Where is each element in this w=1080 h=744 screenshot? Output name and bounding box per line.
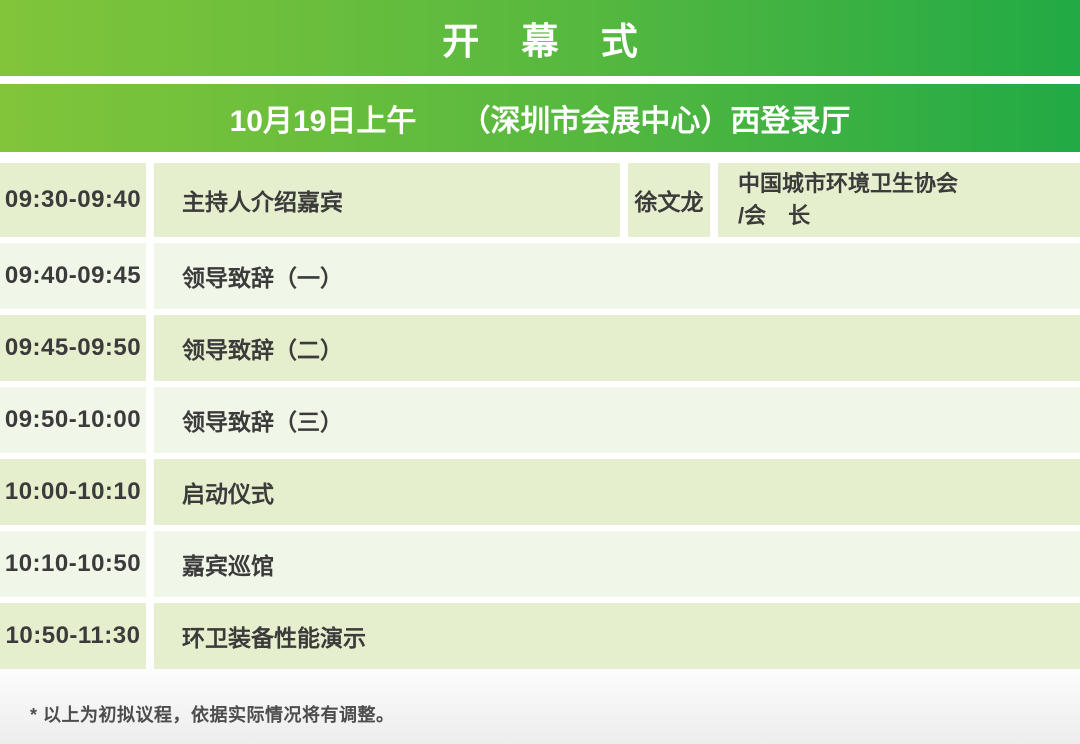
schedule-table: 09:30-09:40 主持人介绍嘉宾 徐文龙 中国城市环境卫生协会 /会 长 … [0, 163, 1080, 669]
event-label: 领导致辞（二） [182, 337, 343, 363]
event-label: 环卫装备性能演示 [182, 625, 366, 651]
time-label: 09:50-10:00 [4, 406, 142, 433]
event-cell: 环卫装备性能演示 [154, 603, 1080, 669]
time-cell: 09:50-10:00 [0, 387, 146, 453]
time-cell: 09:40-09:45 [0, 243, 146, 309]
table-row: 10:00-10:10 启动仪式 [0, 459, 1080, 525]
organization-lines: 中国城市环境卫生协会 /会 长 [738, 168, 958, 232]
time-cell: 09:30-09:40 [0, 163, 146, 237]
event-label: 领导致辞（三） [182, 409, 343, 435]
table-row: 10:10-10:50 嘉宾巡馆 [0, 531, 1080, 597]
time-label: 09:40-09:45 [4, 262, 142, 289]
event-cell: 领导致辞（三） [154, 387, 1080, 453]
table-row: 09:50-10:00 领导致辞（三） [0, 387, 1080, 453]
table-row: 09:30-09:40 主持人介绍嘉宾 徐文龙 中国城市环境卫生协会 /会 长 [0, 163, 1080, 237]
time-label: 10:10-10:50 [4, 550, 142, 577]
event-cell: 领导致辞（二） [154, 315, 1080, 381]
table-row: 10:50-11:30 环卫装备性能演示 [0, 603, 1080, 669]
event-label: 启动仪式 [182, 481, 274, 507]
opening-ceremony-banner: 开 幕 式 [0, 0, 1080, 76]
table-row: 09:45-09:50 领导致辞（二） [0, 315, 1080, 381]
event-cell: 主持人介绍嘉宾 [154, 163, 620, 237]
time-label: 10:50-11:30 [5, 622, 141, 649]
event-label: 嘉宾巡馆 [182, 553, 274, 579]
time-cell: 10:00-10:10 [0, 459, 146, 525]
event-label: 领导致辞（一） [182, 265, 343, 291]
event-cell: 领导致辞（一） [154, 243, 1080, 309]
session-venue: （深圳市会展中心）西登录厅 [460, 105, 851, 138]
banner-divider [0, 76, 1080, 84]
organization-cell: 中国城市环境卫生协会 /会 长 [718, 163, 1080, 237]
event-cell: 启动仪式 [154, 459, 1080, 525]
speaker-cell: 徐文龙 [628, 163, 710, 237]
time-cell: 10:10-10:50 [0, 531, 146, 597]
page-title: 开 幕 式 [442, 21, 654, 62]
event-label: 主持人介绍嘉宾 [182, 189, 343, 215]
session-datetime: 10月19日上午 [229, 105, 417, 138]
session-venue-banner: 10月19日上午 （深圳市会展中心）西登录厅 [0, 84, 1080, 152]
time-label: 10:00-10:10 [4, 478, 142, 505]
speaker-role: /会 长 [738, 203, 811, 228]
time-label: 09:45-09:50 [4, 334, 142, 361]
organization-name: 中国城市环境卫生协会 [738, 171, 959, 197]
footnote-text: * 以上为初拟议程，依据实际情况将有调整。 [30, 705, 395, 725]
speaker-name: 徐文龙 [634, 189, 704, 215]
footnote-area: * 以上为初拟议程，依据实际情况将有调整。 [0, 669, 1080, 727]
table-row: 09:40-09:45 领导致辞（一） [0, 243, 1080, 309]
time-label: 09:30-09:40 [4, 186, 142, 213]
time-cell: 09:45-09:50 [0, 315, 146, 381]
time-cell: 10:50-11:30 [0, 603, 146, 669]
event-cell: 嘉宾巡馆 [154, 531, 1080, 597]
